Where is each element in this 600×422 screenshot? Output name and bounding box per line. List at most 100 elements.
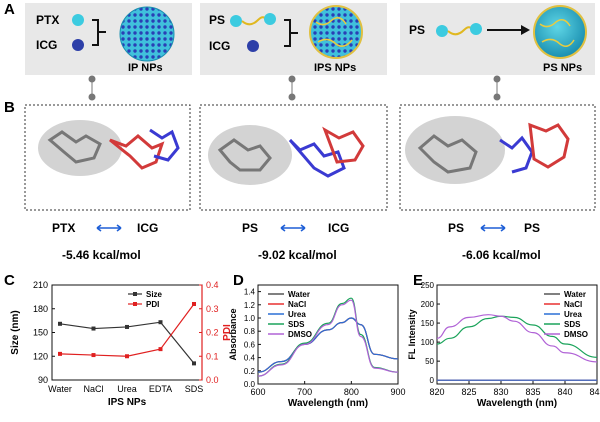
arrow-right-icon — [521, 25, 530, 35]
chart-e-ytick-label: 250 — [421, 281, 435, 290]
chart-c-point-pdi — [125, 354, 129, 359]
chart-d-xtick-label: 900 — [390, 387, 405, 397]
box1-product: IP NPs — [128, 62, 163, 74]
chart-c-point-size — [58, 321, 62, 326]
chart-c-legend-marker — [133, 292, 137, 296]
panel-letter-b: B — [4, 99, 15, 116]
chart-e-ytick-label: 50 — [425, 357, 434, 366]
ps-np-sphere-icon — [533, 5, 587, 59]
chart-e-series-sds — [436, 315, 598, 358]
ips-np-sphere-icon — [309, 5, 363, 59]
chart-d-ytick-label: 0.8 — [244, 327, 256, 336]
box1-label-ptx: PTX — [36, 13, 59, 27]
chart-e-legend-label: Urea — [564, 310, 582, 319]
chart-d-ytick-label: 0.4 — [244, 354, 256, 363]
chart-d-series-urea — [257, 317, 399, 373]
chart-c-y2tick-label: 0.1 — [206, 351, 219, 361]
chart-e-series-dmso — [436, 314, 598, 363]
panel-letter-a: A — [4, 1, 15, 18]
chart-d-ytick-label: 0.6 — [244, 340, 256, 349]
chart-c-point-size — [192, 361, 196, 366]
chart-e-legend-label: DMSO — [564, 330, 588, 339]
chart-c-y2tick-label: 0.2 — [206, 328, 219, 338]
box2-product: IPS NPs — [314, 62, 356, 74]
chart-c-xtick-label: Water — [48, 384, 72, 394]
box2-label-ps: PS — [209, 13, 225, 27]
chart-c-point-pdi — [192, 302, 196, 306]
chart-d-series-sds — [257, 297, 399, 377]
ips-np-linker-icon — [315, 17, 353, 47]
chart-e-xtick-label: 820 — [429, 387, 444, 397]
ps-head-icon-2 — [436, 25, 448, 37]
chart-d-ylabel: Absorbance — [228, 308, 238, 360]
chart-e-xtick-label: 845 — [589, 387, 600, 397]
box3-label-ps: PS — [409, 23, 425, 37]
ptx-molecule-icon — [72, 14, 84, 26]
pair1-right: ICG — [137, 221, 158, 235]
chart-e-xlabel: Wavelength (nm) — [477, 398, 557, 409]
box2-label-icg: ICG — [209, 39, 230, 53]
ps-linker-icon-2 — [447, 26, 473, 36]
chart-d-xtick-label: 800 — [344, 387, 359, 397]
bracket-icon — [92, 19, 106, 46]
chart-e-xtick-label: 825 — [461, 387, 476, 397]
chart-d-xtick-label: 700 — [297, 387, 312, 397]
docking-structure-1 — [38, 120, 180, 176]
chart-e-xtick-label: 830 — [493, 387, 508, 397]
chart-e-legend-label: SDS — [564, 320, 581, 329]
chart-d-ytick-label: 1.4 — [244, 288, 256, 297]
energy-1: -5.46 kcal/mol — [62, 248, 141, 262]
double-arrow-icon-3 — [480, 224, 506, 232]
chart-c-y2tick-label: 0.4 — [206, 280, 219, 290]
ps-np-linker-icon — [539, 19, 575, 47]
chart-e-ylabel: FL Intensity — [407, 309, 417, 359]
chart-c-y2tick-label: 0.3 — [206, 304, 219, 314]
chart-c-y2tick-label: 0.0 — [206, 375, 219, 385]
chart-c-point-pdi — [91, 353, 96, 358]
chart-e-ytick-label: 100 — [421, 338, 435, 347]
chart-e-xtick-label: 835 — [525, 387, 540, 397]
chart-c-ytick-label: 150 — [33, 328, 48, 338]
energy-2: -9.02 kcal/mol — [258, 248, 337, 262]
chart-c-legend-label: PDI — [146, 300, 159, 309]
pair1-left: PTX — [52, 221, 75, 235]
chart-e: 0 50 100 150 200 250 820 825 830 835 840 845 Wavelen… — [407, 281, 600, 409]
chart-e-xtick-label: 840 — [557, 387, 572, 397]
chart-d-legend-label: SDS — [288, 320, 305, 329]
panel-letter-c: C — [4, 272, 15, 289]
chart-e-frame — [436, 284, 598, 385]
chart-c-point-size — [91, 326, 96, 331]
chart-d-frame — [257, 284, 399, 385]
chart-d-ytick-label: 0.0 — [244, 380, 256, 389]
chart-d-xlabel: Wavelength (nm) — [288, 398, 368, 409]
bracket-icon-2 — [284, 19, 298, 47]
chart-d-xtick-label: 600 — [250, 387, 265, 397]
chart-d-legend-label: NaCl — [288, 300, 306, 309]
double-arrow-icon-2 — [280, 224, 306, 232]
chart-c-series-line-pdi — [59, 303, 195, 357]
chart-e-ytick-label: 0 — [430, 376, 435, 385]
chart-d-legend-label: Water — [288, 290, 310, 299]
docking-structure-3 — [405, 116, 570, 184]
chart-d-legend-label: Urea — [288, 310, 306, 319]
chart-c: 90 120 150 180 210 0.0 0.1 0.2 0.3 0.4 Water NaCl Ur… — [10, 280, 233, 408]
chart-e-legend-label: NaCl — [564, 300, 582, 309]
chart-c-ytick-label: 90 — [38, 375, 48, 385]
panel-letter-e: E — [413, 272, 423, 289]
chart-c-ytick-label: 120 — [33, 351, 48, 361]
ps-linker-icon — [241, 16, 267, 26]
chart-d-legend-label: DMSO — [288, 330, 312, 339]
double-arrow-icon-1 — [96, 224, 122, 232]
box3-product: PS NPs — [543, 62, 582, 74]
chart-c-xtick-label: NaCl — [83, 384, 103, 394]
chart-c-point-pdi — [158, 347, 163, 352]
chart-c-point-pdi — [58, 351, 62, 356]
pair3-left: PS — [448, 221, 464, 235]
chart-c-ytick-label: 180 — [33, 304, 48, 314]
docking-box-2 — [199, 104, 388, 211]
chart-c-legend-label: Size — [146, 290, 163, 299]
chart-e-legend-label: Water — [564, 290, 586, 299]
ps-head-icon — [230, 15, 242, 27]
connector-pins — [88, 75, 501, 101]
